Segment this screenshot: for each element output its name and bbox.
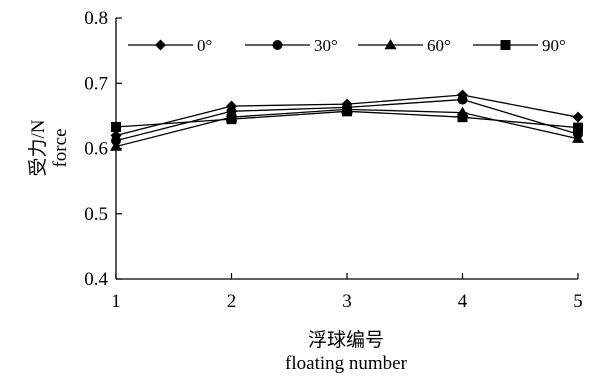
series-square: [111, 106, 583, 133]
legend-label: 60°: [427, 36, 451, 55]
data-point-triangle: [572, 132, 584, 143]
x-ticks: 1 2 3 4 5: [111, 273, 583, 312]
legend-label: 0°: [197, 36, 212, 55]
y-tick-label: 0.7: [84, 73, 108, 94]
x-tick-label: 2: [227, 291, 237, 312]
y-tick-label: 0.6: [84, 139, 108, 160]
legend-item: 90°: [473, 36, 566, 55]
x-tick-label: 5: [573, 291, 583, 312]
legend: 0° 30° 60° 90°: [128, 36, 566, 55]
legend-label: 30°: [314, 36, 338, 55]
y-axis-label-cn: 受力/N: [27, 119, 49, 176]
data-point-square: [111, 121, 121, 132]
legend-item: 60°: [358, 36, 451, 55]
data-point-square: [573, 122, 583, 133]
data-point-diamond: [572, 111, 584, 123]
x-tick-label: 1: [111, 291, 121, 312]
y-tick-label: 0.5: [84, 204, 108, 225]
legend-marker-diamond: [155, 39, 166, 51]
data-point-circle: [457, 94, 468, 105]
y-tick-label: 0.4: [84, 269, 108, 290]
legend-marker-triangle: [384, 39, 397, 50]
data-point-square: [226, 114, 237, 125]
y-tick-label: 0.8: [84, 8, 108, 29]
data-point-square: [342, 106, 352, 117]
data-point-square: [457, 112, 468, 123]
axes: [115, 18, 578, 280]
y-axis-label-en: force: [50, 128, 71, 167]
legend-item: 30°: [245, 36, 338, 55]
series-layer: [110, 89, 584, 151]
y-ticks: 0.4 0.5 0.6 0.7 0.8: [84, 8, 122, 290]
legend-marker-circle: [272, 40, 283, 50]
legend-item: 0°: [128, 36, 212, 55]
legend-label: 90°: [542, 36, 566, 55]
x-tick-label: 3: [342, 291, 352, 312]
x-axis-label-cn: 浮球编号: [308, 329, 384, 351]
x-axis-label-en: floating number: [285, 353, 408, 374]
x-tick-label: 4: [458, 291, 468, 312]
legend-marker-square: [500, 40, 511, 50]
data-point-triangle: [110, 140, 122, 151]
